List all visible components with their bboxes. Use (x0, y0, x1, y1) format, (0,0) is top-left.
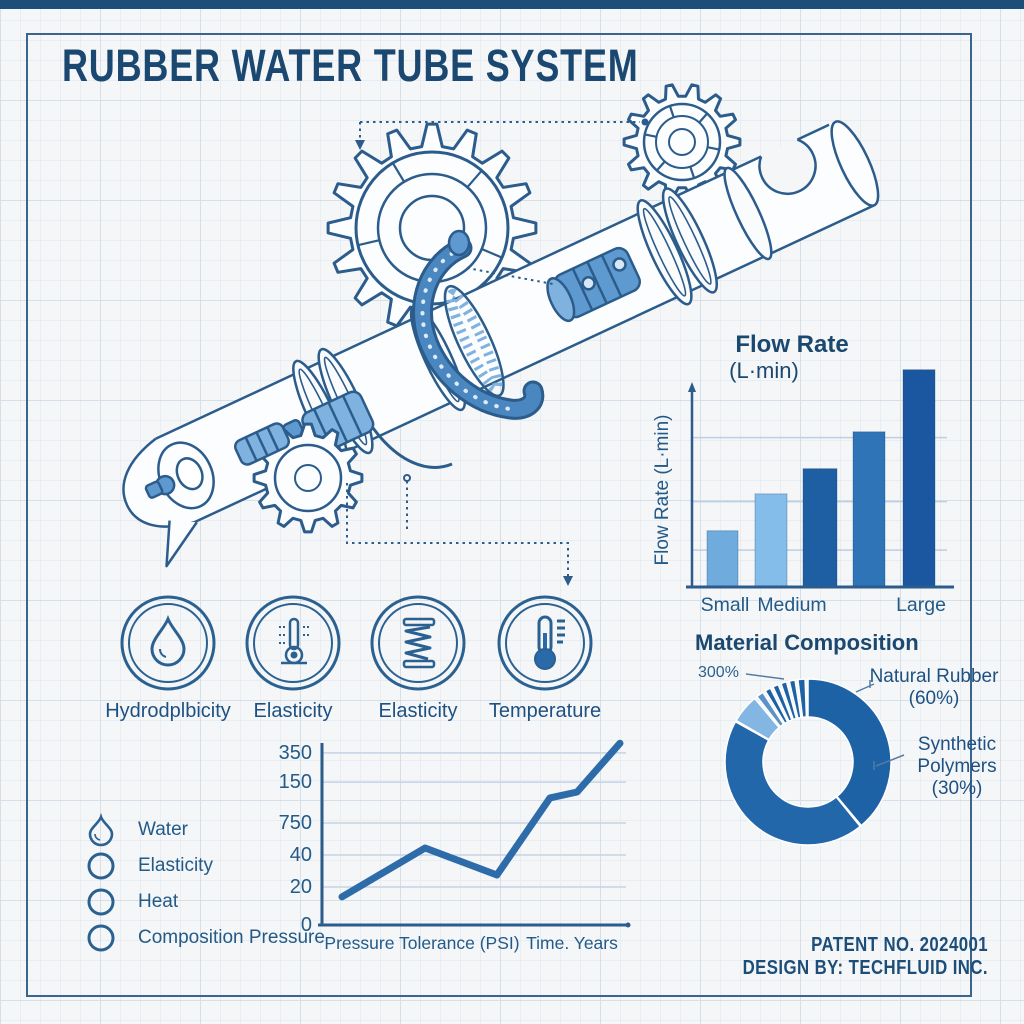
xlabel-pressure: Pressure Tolerance (PSI) (324, 933, 519, 953)
ytick: 750 (279, 812, 312, 834)
blueprint-frame (26, 33, 972, 997)
property-elasticity-1: Elasticity (218, 593, 368, 723)
legend-label: Elasticity (138, 855, 213, 876)
donut-label-synthetic-polymers: Synthetic Polymers (30%) (917, 734, 997, 799)
legend-item-composition-pressure: Composition Pressure (84, 920, 325, 956)
property-label: Elasticity (253, 700, 333, 722)
legend-label: Heat (138, 891, 179, 912)
bar-label-medium: Medium (757, 594, 826, 616)
bar-chart-subtitle: (L·min) (729, 358, 799, 383)
bar-chart-title: Flow Rate (735, 331, 848, 358)
diagram-legend: Water Elasticity Heat Composition Pressu… (84, 812, 325, 956)
footer-block: PATENT NO. 2024001 DESIGN BY: TECHFLUID … (662, 934, 988, 980)
circle-icon (87, 852, 115, 880)
legend-label: Composition Pressure (138, 927, 325, 948)
bar-chart-ylabel: Flow Rate (L·min) (652, 415, 673, 566)
donut-annotation: 300% (698, 664, 739, 681)
property-label: Elasticity (378, 700, 458, 722)
material-composition-chart: Material Composition 300% Natural Rubber… (660, 618, 1024, 898)
pressure-line-chart: 350 150 750 40 20 0 Pressure Tolerance (… (240, 715, 670, 975)
property-elasticity-2: Elasticity (343, 593, 493, 723)
droplet-icon (120, 595, 216, 691)
bar-label-large: Large (896, 594, 946, 616)
legend-label: Water (138, 819, 188, 840)
legend-item-heat: Heat (84, 884, 325, 920)
patent-number: PATENT NO. 2024001 (811, 934, 988, 956)
property-label: Hydrodplbicity (105, 700, 231, 722)
ytick: 20 (290, 876, 312, 898)
design-credit: DESIGN BY: TECHFLUID INC. (742, 957, 988, 979)
donut-slices (724, 678, 892, 846)
property-label: Temperature (488, 700, 602, 722)
ytick: 40 (290, 844, 312, 866)
legend-item-elasticity: Elasticity (84, 848, 325, 884)
legend-item-water: Water (84, 812, 325, 848)
bar-series (706, 369, 936, 588)
bar-label-small: Small (701, 594, 750, 616)
donut-title: Material Composition (695, 630, 919, 655)
circle-icon (87, 924, 115, 952)
thermometer-filled-icon (497, 595, 593, 691)
property-hydrophobicity: Hydrodplbicity (93, 593, 243, 723)
ytick: 350 (279, 742, 312, 764)
property-temperature: Temperature (470, 593, 620, 723)
thermometer-icon (245, 595, 341, 691)
top-accent-bar (0, 0, 1024, 9)
donut-label-natural-rubber: Natural Rubber (60%) (869, 666, 999, 709)
droplet-icon (88, 813, 114, 847)
ytick: 0 (301, 914, 312, 936)
flow-rate-chart: Flow Rate (L·min) Flow Rate (L·min) Smal… (640, 320, 1000, 632)
circle-icon (87, 888, 115, 916)
ytick: 150 (279, 771, 312, 793)
spring-icon (370, 595, 466, 691)
page-title: RUBBER WATER TUBE SYSTEM (62, 40, 639, 91)
xlabel-time: Time. Years (526, 933, 618, 953)
